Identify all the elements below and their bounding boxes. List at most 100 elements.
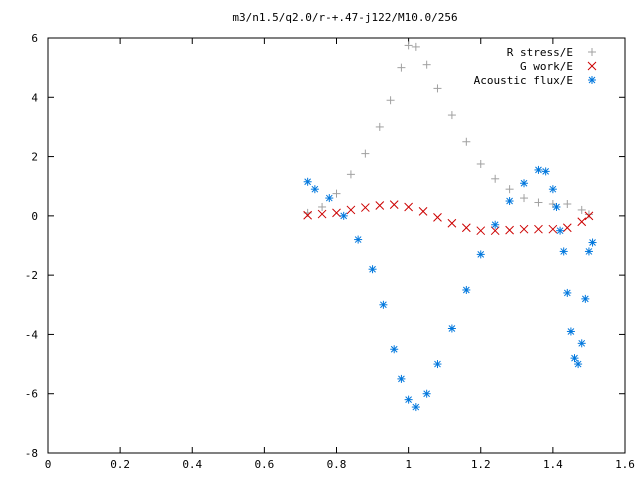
data-point xyxy=(584,210,593,219)
x-tick-label: 0 xyxy=(45,458,52,471)
x-tick-label: 0.8 xyxy=(327,458,347,471)
y-tick-label: -6 xyxy=(25,388,38,401)
x-tick-label: 1.2 xyxy=(471,458,491,471)
data-point xyxy=(422,389,431,398)
data-point xyxy=(581,294,590,303)
x-tick-label: 1.6 xyxy=(615,458,635,471)
data-point xyxy=(476,226,486,236)
data-point xyxy=(548,185,557,194)
data-point xyxy=(447,111,456,120)
x-tick-label: 0.2 xyxy=(110,458,130,471)
series-acoustic-flux-e xyxy=(303,165,597,412)
data-point xyxy=(389,200,399,209)
data-point xyxy=(563,288,572,297)
data-point xyxy=(375,201,385,210)
data-point xyxy=(346,170,355,179)
data-point xyxy=(520,194,529,203)
data-point xyxy=(584,211,594,221)
x-tick-label: 1.4 xyxy=(543,458,563,471)
data-point xyxy=(332,189,341,198)
data-point xyxy=(390,345,399,354)
y-tick-label: -4 xyxy=(25,328,39,341)
data-point xyxy=(411,403,420,412)
data-point xyxy=(360,203,370,212)
data-point xyxy=(433,212,442,222)
legend-marker xyxy=(587,61,597,71)
data-point xyxy=(491,220,500,229)
data-point xyxy=(577,339,586,348)
x-tick-label: 0.4 xyxy=(182,458,202,471)
data-point xyxy=(303,177,312,186)
data-point xyxy=(588,238,597,247)
data-point xyxy=(361,149,370,158)
data-point xyxy=(462,285,471,294)
data-point xyxy=(577,217,587,227)
data-point xyxy=(534,224,543,234)
plot-frame xyxy=(47,37,626,454)
data-point xyxy=(519,224,529,234)
data-point xyxy=(534,198,543,207)
data-point xyxy=(422,60,431,69)
y-tick-label: 6 xyxy=(31,32,38,45)
data-point xyxy=(563,200,572,208)
data-point xyxy=(462,137,471,146)
data-point xyxy=(520,179,529,188)
data-point xyxy=(418,207,428,216)
data-point xyxy=(559,247,568,256)
series-r-stress-e xyxy=(303,41,593,219)
x-tick-label: 0.6 xyxy=(254,458,274,471)
data-point xyxy=(404,395,413,404)
data-point xyxy=(574,360,583,369)
data-point xyxy=(397,63,406,72)
data-point xyxy=(556,226,565,235)
data-point xyxy=(339,211,348,220)
series-layer xyxy=(303,41,597,412)
y-tick-label: -2 xyxy=(25,269,38,282)
legend-entry: R stress/E xyxy=(507,46,596,59)
y-tick-label: 4 xyxy=(31,91,38,104)
data-point xyxy=(534,165,543,174)
data-point xyxy=(447,324,456,333)
legend-entry: G work/E xyxy=(520,60,597,73)
data-point xyxy=(386,96,395,105)
data-point xyxy=(404,41,413,50)
data-point xyxy=(433,360,442,369)
data-point xyxy=(354,235,363,244)
data-point xyxy=(332,208,341,218)
series-g-work-e xyxy=(303,200,594,236)
data-point xyxy=(404,202,413,212)
legend-label: G work/E xyxy=(520,60,573,73)
axis-ticks: 0 0.2 0.4 0.6 0.8 1 1.2 1.4 1.6 6 4 2 0 -2 -4 -6 -8 xyxy=(25,32,635,471)
x-tick-label: 1 xyxy=(405,458,412,471)
legend-label: R stress/E xyxy=(507,46,573,59)
data-point xyxy=(541,167,550,176)
y-tick-label: -8 xyxy=(25,447,38,460)
data-point xyxy=(552,202,561,211)
data-point xyxy=(505,225,514,235)
data-point xyxy=(548,224,558,234)
data-point xyxy=(325,194,334,203)
chart-title: m3/n1.5/q2.0/r-+.47-j122/M10.0/256 xyxy=(232,11,457,24)
y-tick-label: 0 xyxy=(31,210,38,223)
data-point xyxy=(318,202,327,211)
y-tick-label: 2 xyxy=(31,151,38,164)
data-point xyxy=(310,185,319,194)
legend-label: Acoustic flux/E xyxy=(474,74,573,87)
data-point xyxy=(346,205,356,215)
data-point xyxy=(505,185,514,194)
data-point xyxy=(411,42,420,51)
data-point xyxy=(317,209,327,219)
legend-entry: Acoustic flux/E xyxy=(474,74,596,87)
legend-marker xyxy=(588,76,596,84)
data-point xyxy=(397,374,406,383)
data-point xyxy=(379,300,388,309)
data-point xyxy=(505,197,514,206)
data-point xyxy=(433,84,442,93)
data-point xyxy=(368,265,377,274)
data-point xyxy=(577,205,586,214)
data-point xyxy=(570,354,579,363)
data-point xyxy=(566,327,575,336)
data-point xyxy=(476,159,485,168)
